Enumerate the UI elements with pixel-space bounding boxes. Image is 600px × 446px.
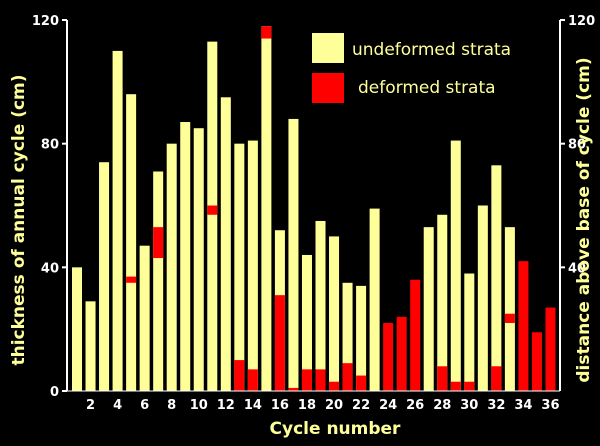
legend-swatch-deformed: [312, 73, 344, 103]
deformed-segment-cycle-19-0: [315, 369, 326, 391]
x-tick-label-32: 32: [487, 398, 505, 413]
deformed-segment-cycle-35-0: [531, 332, 542, 391]
x-tick-label-20: 20: [325, 398, 343, 413]
bar-cycle-27: [423, 227, 434, 391]
bar-cycle-9: [180, 122, 191, 392]
y-tick-label-left-80: 80: [41, 138, 59, 153]
bar-cycle-10: [193, 128, 204, 392]
deformed-segment-cycle-15-0: [261, 26, 272, 39]
deformed-segment-cycle-26-0: [410, 279, 421, 391]
bar-cycle-22: [356, 285, 367, 391]
y-tick-label-right-120: 120: [568, 14, 595, 29]
x-tick-label-30: 30: [460, 398, 478, 413]
deformed-segment-cycle-24-0: [383, 322, 394, 391]
deformed-segment-cycle-20-0: [329, 381, 340, 391]
x-tick-label-2: 2: [86, 398, 95, 413]
deformed-segment-cycle-22-0: [356, 375, 367, 391]
legend-label-undeformed: undeformed strata: [352, 40, 511, 60]
deformed-segment-cycle-33-0: [504, 313, 515, 323]
bar-cycle-14: [247, 140, 258, 391]
legend: undeformed strata deformed strata: [312, 33, 511, 103]
deformed-segment-cycle-17-0: [288, 387, 299, 391]
deformed-segment-cycle-5-0: [126, 276, 137, 283]
bar-cycle-23: [369, 208, 380, 391]
legend-label-deformed: deformed strata: [358, 78, 496, 98]
bar-cycle-28: [437, 214, 448, 391]
deformed-segment-cycle-36-0: [545, 307, 556, 391]
bar-cycle-17: [288, 118, 299, 391]
bar-cycle-6: [139, 245, 150, 391]
deformed-segment-cycle-18-0: [301, 369, 312, 391]
deformed-segment-cycle-32-0: [491, 366, 502, 391]
deformed-segment-cycle-16-0: [274, 295, 285, 391]
x-tick-label-28: 28: [433, 398, 451, 413]
bar-cycle-21: [342, 282, 353, 391]
x-tick-label-22: 22: [352, 398, 370, 413]
axes-group: [66, 20, 561, 392]
deformed-segment-cycle-30-0: [464, 381, 475, 391]
bar-cycle-32: [491, 165, 502, 391]
x-tick-label-8: 8: [167, 398, 176, 413]
bar-cycle-19: [315, 220, 326, 391]
bar-cycle-29: [450, 140, 461, 391]
x-axis-title: Cycle number: [270, 419, 402, 439]
y-tick-label-right-40: 40: [568, 261, 586, 276]
bars-group: [72, 26, 556, 392]
deformed-segment-cycle-21-0: [342, 363, 353, 391]
x-tick-label-14: 14: [244, 398, 262, 413]
bar-cycle-18: [301, 254, 312, 391]
bar-cycle-4: [112, 50, 123, 392]
deformed-segment-cycle-25-0: [396, 316, 407, 391]
x-tick-label-10: 10: [190, 398, 208, 413]
deformed-segment-cycle-13-0: [234, 360, 245, 391]
deformed-segment-cycle-34-0: [518, 261, 529, 391]
bar-cycle-33: [504, 227, 515, 391]
x-tick-label-24: 24: [379, 398, 397, 413]
bar-cycle-8: [166, 143, 177, 391]
bar-cycle-12: [220, 97, 231, 392]
bar-cycle-15: [261, 26, 272, 392]
deformed-segment-cycle-11-0: [207, 205, 218, 215]
x-tick-label-16: 16: [271, 398, 289, 413]
bar-cycle-20: [329, 236, 340, 391]
y-tick-label-left-40: 40: [41, 261, 59, 276]
deformed-segment-cycle-29-0: [450, 381, 461, 391]
bar-cycle-7: [153, 171, 164, 391]
x-tick-label-34: 34: [514, 398, 532, 413]
deformed-segment-cycle-14-0: [247, 369, 258, 391]
y-tick-label-right-80: 80: [568, 138, 586, 153]
x-tick-label-6: 6: [140, 398, 149, 413]
x-tick-label-36: 36: [541, 398, 559, 413]
x-tick-label-18: 18: [298, 398, 316, 413]
bar-cycle-2: [85, 301, 96, 391]
bar-cycle-1: [72, 267, 83, 391]
bar-cycle-3: [99, 162, 110, 391]
x-tick-label-26: 26: [406, 398, 424, 413]
x-tick-label-12: 12: [217, 398, 235, 413]
bar-cycle-13: [234, 143, 245, 391]
y-tick-label-left-0: 0: [50, 385, 59, 400]
deformed-segment-cycle-7-0: [153, 227, 164, 259]
bar-cycle-11: [207, 41, 218, 392]
y-axis-title-left: thickness of annual cycle (cm): [9, 74, 29, 365]
bar-cycle-5: [126, 94, 137, 391]
bar-cycle-31: [477, 205, 488, 391]
y-tick-label-left-120: 120: [32, 14, 59, 29]
bar-cycle-30: [464, 273, 475, 391]
y-axis-title-right: distance above base of cycle (cm): [574, 57, 594, 382]
x-tick-label-4: 4: [113, 398, 122, 413]
deformed-segment-cycle-28-0: [437, 366, 448, 391]
legend-swatch-undeformed: [312, 33, 344, 63]
